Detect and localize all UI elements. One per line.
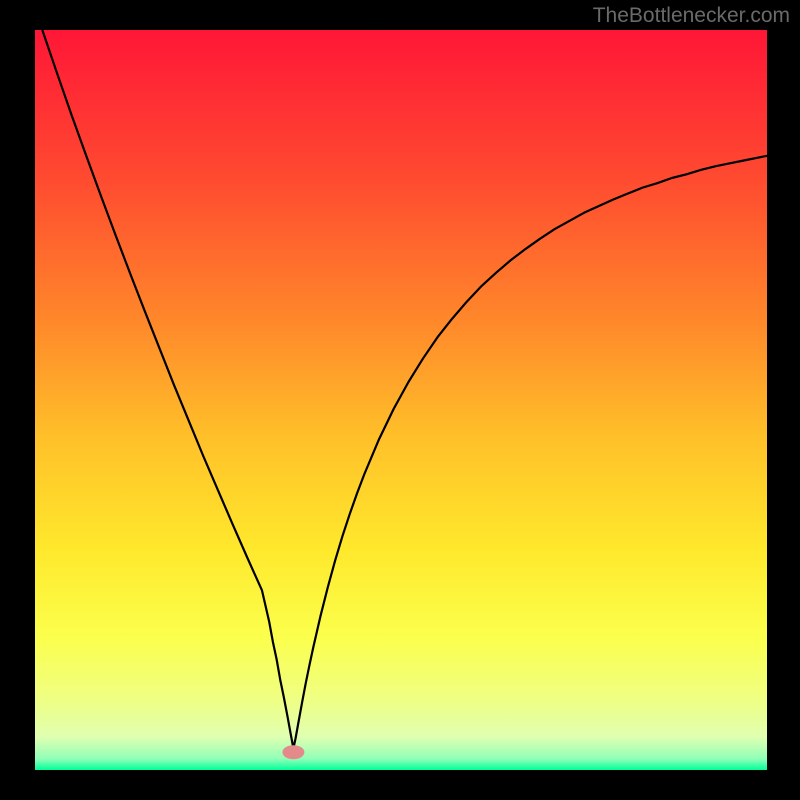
watermark-text: TheBottlenecker.com	[593, 4, 790, 28]
optimal-point-marker	[282, 745, 304, 759]
plot-area	[0, 0, 800, 800]
plot-background	[35, 30, 767, 770]
chart-frame: TheBottlenecker.com	[0, 0, 800, 800]
